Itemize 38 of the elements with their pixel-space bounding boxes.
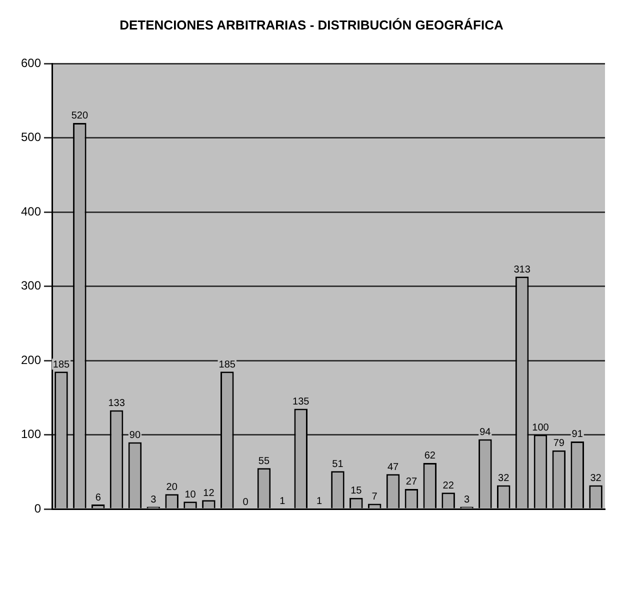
data-label: 0 <box>242 496 249 508</box>
data-label: 135 <box>292 396 310 408</box>
data-label: 313 <box>514 264 531 276</box>
data-label: 3 <box>464 494 470 506</box>
data-label: 22 <box>442 480 454 492</box>
data-label: 12 <box>203 488 215 499</box>
data-label: 185 <box>218 359 236 370</box>
data-label: 27 <box>406 476 418 488</box>
data-label: 1 <box>316 496 323 508</box>
data-label: 32 <box>498 472 510 484</box>
y-tick-label: 300 <box>20 278 42 293</box>
data-label: 90 <box>129 430 141 441</box>
y-tick-label: 600 <box>20 56 42 70</box>
data-label: 94 <box>480 426 492 438</box>
data-label: 51 <box>332 458 344 470</box>
data-label: 6 <box>95 492 102 504</box>
data-label: 7 <box>372 492 378 503</box>
data-label: 185 <box>52 359 70 370</box>
data-label: 47 <box>387 462 400 473</box>
data-label: 91 <box>572 429 584 440</box>
data-label: 55 <box>258 456 270 467</box>
y-tick-label: 500 <box>20 130 42 144</box>
y-tick-label: 0 <box>34 501 42 516</box>
data-label: 10 <box>184 489 196 500</box>
y-tick-label: 100 <box>20 427 42 442</box>
data-label: 133 <box>108 398 126 410</box>
y-tick-label: 200 <box>20 352 42 367</box>
y-tick-label: 400 <box>20 204 42 218</box>
data-label: 3 <box>150 494 157 506</box>
data-label: 32 <box>590 472 602 484</box>
data-label: 20 <box>166 482 178 493</box>
chart-title: DETENCIONES ARBITRARIAS - DISTRIBUCIÓN GEOGRÁFICA <box>120 17 504 32</box>
data-label: 100 <box>532 422 550 434</box>
data-label: 15 <box>350 486 362 497</box>
data-label: 1 <box>280 496 286 508</box>
data-label: 62 <box>424 450 436 462</box>
data-label: 520 <box>71 110 88 122</box>
data-label: 79 <box>553 438 565 450</box>
